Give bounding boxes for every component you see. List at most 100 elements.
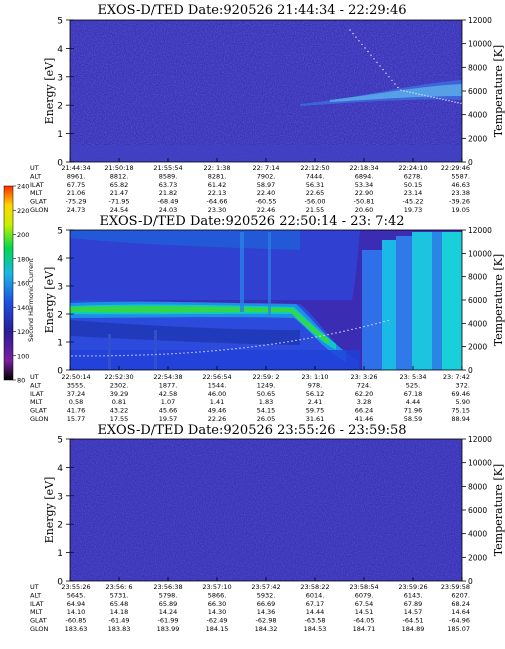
table-cell: 14.10: [67, 608, 86, 616]
table-cell: 22.90: [355, 189, 374, 197]
table-cell: 39.29: [110, 390, 129, 398]
table-cell: -39.26: [449, 198, 470, 206]
table-cell: 4.44: [406, 398, 420, 406]
temperature-point: [119, 354, 121, 357]
table-cell: 1249.: [257, 381, 276, 389]
temperature-point: [424, 94, 426, 97]
temperature-point: [375, 322, 377, 325]
temperature-point: [352, 32, 354, 35]
table-cell: 24.03: [159, 206, 178, 214]
colorbar: [4, 186, 13, 380]
temperature-tick-label: 10000: [468, 40, 492, 49]
table-cell: 978.: [308, 381, 322, 389]
table-cell: 65.89: [159, 600, 178, 608]
table-cell: 75.15: [451, 407, 470, 415]
panel-2-orbit-table: UT 22:50:14 22:52:30 22:54:38 22:56:54 22:59:…: [30, 373, 470, 423]
table-cell: 21.55: [306, 206, 325, 214]
temperature-point: [355, 36, 357, 38]
table-cell: 22:12:50: [300, 164, 329, 172]
temperature-point: [235, 347, 237, 350]
temperature-point: [103, 355, 105, 357]
temperature-point: [187, 352, 189, 354]
energy-tick-label: 3: [57, 73, 63, 83]
panel-2-burst-3: [396, 236, 412, 370]
temperature-point: [183, 352, 185, 354]
temperature-point: [283, 341, 285, 344]
temperature-point: [439, 98, 441, 100]
table-cell: 37.24: [67, 390, 86, 398]
table-row-label: MLT: [30, 189, 42, 197]
table-cell: -64.66: [207, 198, 228, 206]
table-cell: 23:58:54: [349, 583, 378, 591]
colorbar-tick-label: 120: [17, 328, 29, 336]
temperature-point: [448, 100, 450, 102]
temperature-point: [139, 354, 141, 356]
temperature-point: [421, 94, 423, 96]
temperature-point: [361, 43, 363, 46]
panel-2-spike-1: [240, 232, 244, 312]
panel-1-title: EXOS-D/TED Date:920526 21:44:34 - 22:29:…: [97, 3, 406, 18]
table-cell: 6207.: [451, 591, 470, 599]
table-cell: 14.24: [159, 608, 178, 616]
table-cell: 5731.: [110, 591, 129, 599]
temperature-tick-label: 8000: [468, 63, 487, 72]
table-cell: 22:29:46: [441, 164, 470, 172]
table-row-label: UT: [30, 583, 39, 591]
temperature-point: [275, 342, 277, 345]
table-cell: 17.55: [110, 415, 129, 423]
table-cell: -64.51: [403, 617, 424, 625]
temperature-tick-label: 2000: [468, 553, 487, 562]
temperature-point: [403, 90, 405, 92]
table-cell: 183.63: [65, 625, 88, 633]
energy-tick-label: 0: [57, 367, 63, 377]
table-cell: -64.96: [449, 617, 470, 625]
temperature-point: [388, 76, 390, 78]
table-cell: 50.15: [404, 181, 423, 189]
temperature-point: [271, 343, 273, 345]
temperature-tick-label: 12000: [468, 435, 492, 444]
table-cell: 67.89: [404, 600, 423, 608]
colorbar-tick-label: 100: [17, 352, 29, 360]
table-cell: 24.73: [67, 206, 86, 214]
table-cell: 65.82: [110, 181, 129, 189]
table-cell: 58.97: [257, 181, 276, 189]
temperature-point: [433, 96, 435, 99]
temperature-point: [382, 68, 384, 71]
table-cell: 6143.: [404, 591, 423, 599]
energy-tick-label: 5: [57, 436, 63, 446]
table-cell: 8281.: [208, 172, 227, 180]
energy-tick-label: 5: [57, 17, 63, 27]
colorbar-tick-label: 200: [17, 231, 29, 239]
temperature-point: [436, 97, 438, 99]
temperature-point: [239, 347, 241, 349]
temperature-tick-label: 6000: [468, 506, 487, 515]
table-cell: 56.12: [306, 390, 325, 398]
table-cell: 67.75: [67, 181, 86, 189]
energy-tick-label: 2: [57, 311, 63, 321]
temperature-point: [367, 50, 369, 53]
temperature-point: [364, 47, 366, 49]
temperature-point: [454, 101, 456, 103]
table-cell: 46.63: [451, 181, 470, 189]
panel-2-band-green: [70, 306, 330, 344]
table-cell: 22:56:54: [202, 373, 231, 381]
temperature-point: [315, 336, 317, 338]
temperature-tick-label: 12000: [468, 16, 492, 25]
temperature-tick-label: 2000: [468, 343, 487, 352]
temperature-point: [231, 348, 233, 350]
temperature-point: [171, 353, 173, 355]
temperature-point: [370, 54, 372, 56]
energy-tick-label: 5: [57, 227, 63, 237]
table-cell: 66.69: [257, 600, 276, 608]
temperature-point: [75, 355, 77, 357]
temperature-point: [151, 353, 153, 356]
table-cell: 22.40: [257, 189, 276, 197]
table-row-label: ILAT: [30, 600, 44, 608]
table-cell: 3555.: [67, 381, 86, 389]
table-row-label: GLON: [30, 415, 49, 423]
table-cell: 184.32: [255, 625, 278, 633]
table-cell: 184.53: [304, 625, 327, 633]
temperature-tick-label: 10000: [468, 249, 492, 258]
table-cell: 50.65: [257, 390, 276, 398]
panel-2-burst-1: [362, 250, 382, 370]
